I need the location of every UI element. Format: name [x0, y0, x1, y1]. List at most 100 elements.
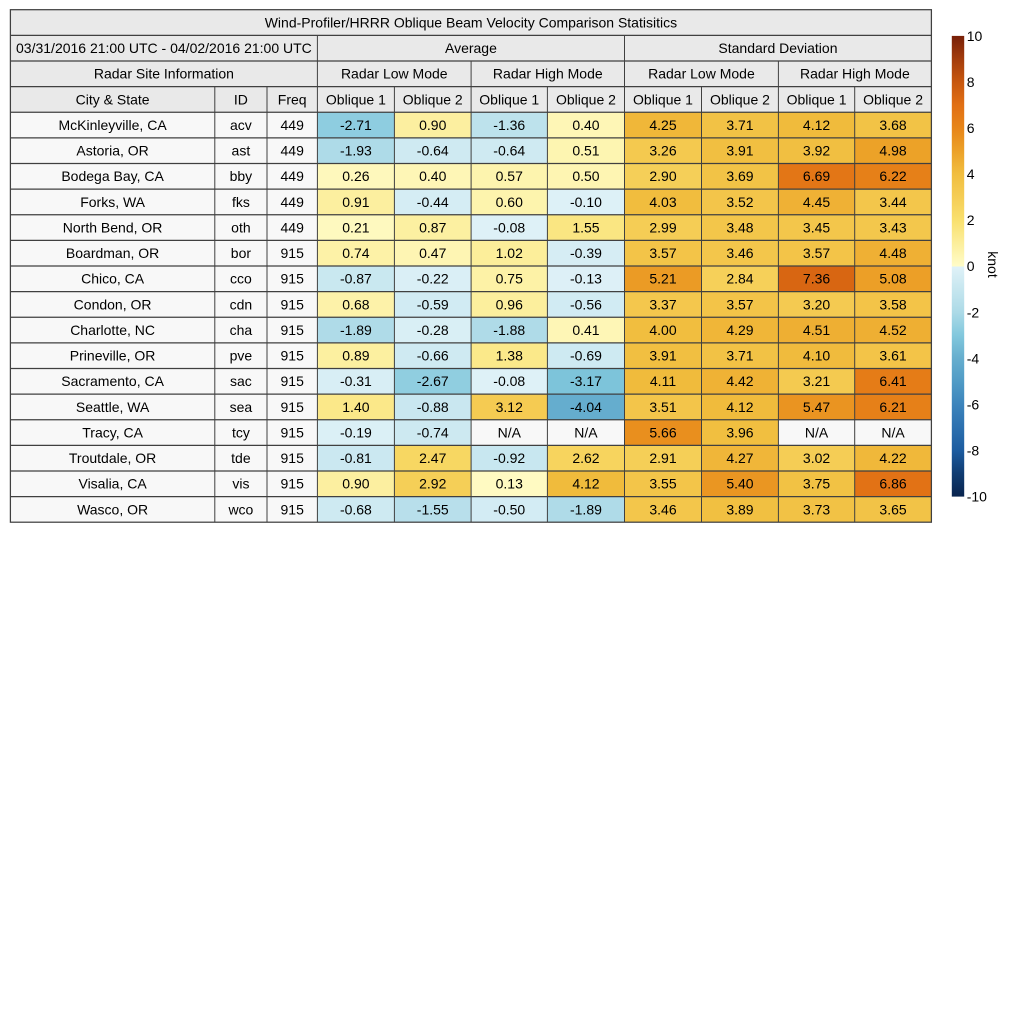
svg-text:4.52: 4.52	[879, 322, 906, 338]
svg-text:1.02: 1.02	[496, 245, 523, 261]
svg-text:4.29: 4.29	[726, 322, 753, 338]
svg-text:0.41: 0.41	[572, 322, 599, 338]
svg-text:2.47: 2.47	[419, 450, 446, 466]
svg-text:N/A: N/A	[805, 424, 829, 440]
svg-text:0.40: 0.40	[572, 117, 599, 133]
svg-text:10: 10	[967, 28, 983, 44]
svg-text:Visalia, CA: Visalia, CA	[78, 476, 147, 492]
svg-text:-4: -4	[967, 350, 980, 366]
svg-text:-0.88: -0.88	[417, 399, 449, 415]
svg-text:Radar Site Information: Radar Site Information	[94, 66, 234, 82]
svg-text:Oblique 2: Oblique 2	[710, 91, 770, 107]
svg-text:4.98: 4.98	[879, 143, 906, 159]
svg-text:3.58: 3.58	[879, 296, 906, 312]
svg-text:3.91: 3.91	[726, 143, 753, 159]
svg-text:915: 915	[281, 501, 305, 517]
svg-text:4: 4	[967, 166, 975, 182]
svg-text:4.10: 4.10	[803, 348, 830, 364]
svg-text:0.13: 0.13	[496, 476, 523, 492]
svg-text:5.08: 5.08	[879, 271, 906, 287]
svg-text:-1.36: -1.36	[493, 117, 525, 133]
svg-text:-0.64: -0.64	[417, 143, 449, 159]
svg-text:3.55: 3.55	[649, 476, 676, 492]
svg-text:1.55: 1.55	[572, 219, 599, 235]
svg-text:3.44: 3.44	[879, 194, 906, 210]
svg-text:0.50: 0.50	[572, 168, 599, 184]
svg-text:ID: ID	[234, 91, 248, 107]
svg-text:4.03: 4.03	[649, 194, 676, 210]
svg-text:3.52: 3.52	[726, 194, 753, 210]
svg-text:0.51: 0.51	[572, 143, 599, 159]
svg-text:McKinleyville, CA: McKinleyville, CA	[59, 117, 168, 133]
svg-text:0.90: 0.90	[419, 117, 446, 133]
svg-text:3.96: 3.96	[726, 424, 753, 440]
svg-text:-1.89: -1.89	[570, 501, 602, 517]
svg-text:Radar High Mode: Radar High Mode	[800, 66, 910, 82]
svg-text:915: 915	[281, 476, 305, 492]
svg-text:-1.89: -1.89	[340, 322, 372, 338]
svg-text:Prineville, OR: Prineville, OR	[70, 348, 156, 364]
svg-text:N/A: N/A	[881, 424, 905, 440]
svg-text:4.00: 4.00	[649, 322, 676, 338]
svg-text:cha: cha	[230, 322, 253, 338]
svg-text:3.21: 3.21	[803, 373, 830, 389]
svg-text:3.12: 3.12	[496, 399, 523, 415]
svg-text:3.68: 3.68	[879, 117, 906, 133]
svg-text:3.26: 3.26	[649, 143, 676, 159]
svg-text:2.99: 2.99	[649, 219, 676, 235]
svg-text:4.48: 4.48	[879, 245, 906, 261]
svg-text:0: 0	[967, 258, 975, 274]
svg-text:Oblique 2: Oblique 2	[403, 91, 463, 107]
svg-text:1.40: 1.40	[342, 399, 369, 415]
svg-text:0.75: 0.75	[496, 271, 523, 287]
svg-text:5.40: 5.40	[726, 476, 753, 492]
svg-text:-0.22: -0.22	[417, 271, 449, 287]
svg-text:Astoria, OR: Astoria, OR	[76, 143, 148, 159]
svg-text:6.86: 6.86	[879, 476, 906, 492]
svg-text:2.91: 2.91	[649, 450, 676, 466]
svg-text:0.26: 0.26	[342, 168, 369, 184]
svg-text:Oblique 1: Oblique 1	[479, 91, 539, 107]
svg-text:1.38: 1.38	[496, 348, 523, 364]
svg-text:915: 915	[281, 424, 305, 440]
svg-text:-4.04: -4.04	[570, 399, 602, 415]
svg-text:N/A: N/A	[498, 424, 522, 440]
svg-text:915: 915	[281, 296, 305, 312]
svg-text:-0.64: -0.64	[493, 143, 525, 159]
svg-text:-0.66: -0.66	[417, 348, 449, 364]
svg-text:Freq: Freq	[278, 91, 307, 107]
svg-text:Average: Average	[445, 40, 497, 56]
svg-text:Standard Deviation: Standard Deviation	[718, 40, 837, 56]
svg-text:4.12: 4.12	[572, 476, 599, 492]
svg-text:449: 449	[281, 194, 305, 210]
svg-text:915: 915	[281, 450, 305, 466]
svg-text:-1.88: -1.88	[493, 322, 525, 338]
svg-text:3.46: 3.46	[726, 245, 753, 261]
svg-text:0.57: 0.57	[496, 168, 523, 184]
svg-text:-0.19: -0.19	[340, 424, 372, 440]
svg-text:449: 449	[281, 117, 305, 133]
svg-text:6.22: 6.22	[879, 168, 906, 184]
svg-text:N/A: N/A	[574, 424, 598, 440]
svg-text:3.71: 3.71	[726, 117, 753, 133]
svg-text:3.48: 3.48	[726, 219, 753, 235]
svg-text:Oblique 1: Oblique 1	[633, 91, 693, 107]
svg-text:0.96: 0.96	[496, 296, 523, 312]
svg-text:-2.67: -2.67	[417, 373, 449, 389]
svg-text:915: 915	[281, 271, 305, 287]
svg-text:Radar Low Mode: Radar Low Mode	[648, 66, 755, 82]
svg-text:Chico, CA: Chico, CA	[81, 271, 145, 287]
svg-text:knot: knot	[985, 251, 1001, 278]
svg-text:wco: wco	[227, 501, 253, 517]
svg-text:-1.55: -1.55	[417, 501, 449, 517]
svg-text:3.91: 3.91	[649, 348, 676, 364]
svg-text:-0.08: -0.08	[493, 373, 525, 389]
svg-text:tcy: tcy	[232, 424, 250, 440]
svg-text:4.25: 4.25	[649, 117, 676, 133]
svg-text:0.87: 0.87	[419, 219, 446, 235]
svg-text:3.75: 3.75	[803, 476, 830, 492]
svg-text:Troutdale, OR: Troutdale, OR	[69, 450, 156, 466]
svg-text:3.02: 3.02	[803, 450, 830, 466]
svg-text:3.57: 3.57	[649, 245, 676, 261]
svg-text:-3.17: -3.17	[570, 373, 602, 389]
